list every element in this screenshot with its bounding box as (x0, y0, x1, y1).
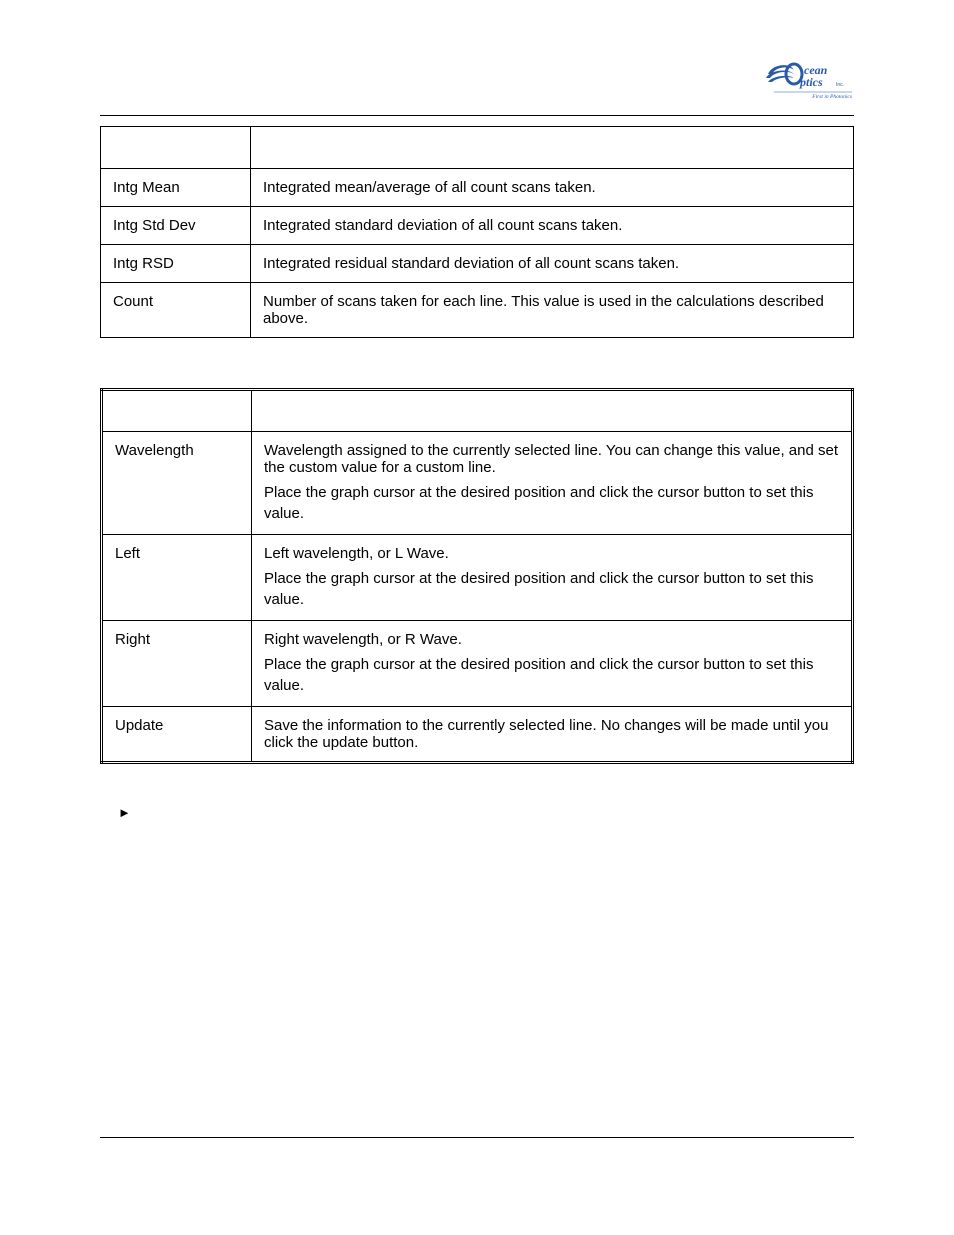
description-paragraph: Right wavelength, or R Wave. (264, 631, 839, 648)
page: cean ptics Inc. First in Photonics Intg … (0, 0, 954, 1235)
row-description: Save the information to the currently se… (252, 707, 853, 763)
description-paragraph: Integrated residual standard deviation o… (263, 255, 841, 272)
row-label: Intg Mean (101, 169, 251, 207)
row-description: Wavelength assigned to the currently sel… (252, 432, 853, 535)
procedure-marker-row: ► (100, 804, 854, 821)
row-label: Wavelength (102, 432, 252, 535)
row-description: Integrated mean/average of all count sca… (251, 169, 854, 207)
description-paragraph: Integrated mean/average of all count sca… (263, 179, 841, 196)
table-header-cell (251, 127, 854, 169)
table-row: Right Right wavelength, or R Wave. Place t… (102, 621, 853, 707)
table-row: Intg Mean Integrated mean/average of all … (101, 169, 854, 207)
row-label: Right (102, 621, 252, 707)
row-label: Intg RSD (101, 245, 251, 283)
table-header-cell (252, 390, 853, 432)
row-label: Count (101, 283, 251, 338)
row-description: Number of scans taken for each line. Thi… (251, 283, 854, 338)
table-row: Update Save the information to the curren… (102, 707, 853, 763)
definitions-table-2: Wavelength Wavelength assigned to the cur… (100, 388, 854, 764)
description-paragraph: Place the graph cursor at the desired po… (264, 654, 839, 696)
table-row: Count Number of scans taken for each line… (101, 283, 854, 338)
header-rule (100, 115, 854, 116)
table-header-row (101, 127, 854, 169)
table-row: Intg Std Dev Integrated standard deviatio… (101, 207, 854, 245)
table-header-row (102, 390, 853, 432)
row-description: Right wavelength, or R Wave. Place the gr… (252, 621, 853, 707)
table-header-cell (101, 127, 251, 169)
description-paragraph: Left wavelength, or L Wave. (264, 545, 839, 562)
procedure-arrow-icon: ► (118, 805, 131, 820)
svg-text:Inc.: Inc. (836, 82, 844, 88)
table-row: Left Left wavelength, or L Wave. Place the… (102, 535, 853, 621)
table-row: Wavelength Wavelength assigned to the cur… (102, 432, 853, 535)
description-paragraph: Place the graph cursor at the desired po… (264, 482, 839, 524)
row-description: Integrated residual standard deviation o… (251, 245, 854, 283)
row-label: Intg Std Dev (101, 207, 251, 245)
table-row: Intg RSD Integrated residual standard dev… (101, 245, 854, 283)
definitions-table-1: Intg Mean Integrated mean/average of all … (100, 126, 854, 338)
description-paragraph: Save the information to the currently se… (264, 717, 839, 751)
row-description: Integrated standard deviation of all cou… (251, 207, 854, 245)
description-paragraph: Number of scans taken for each line. Thi… (263, 293, 841, 327)
description-paragraph: Wavelength assigned to the currently sel… (264, 442, 839, 476)
footer-rule (100, 1137, 854, 1138)
row-label: Left (102, 535, 252, 621)
description-paragraph: Integrated standard deviation of all cou… (263, 217, 841, 234)
svg-text:First in Photonics: First in Photonics (811, 94, 852, 100)
svg-text:ptics: ptics (799, 75, 823, 89)
brand-logo: cean ptics Inc. First in Photonics (764, 60, 854, 105)
description-paragraph: Place the graph cursor at the desired po… (264, 568, 839, 610)
row-description: Left wavelength, or L Wave. Place the gra… (252, 535, 853, 621)
row-label: Update (102, 707, 252, 763)
table-header-cell (102, 390, 252, 432)
